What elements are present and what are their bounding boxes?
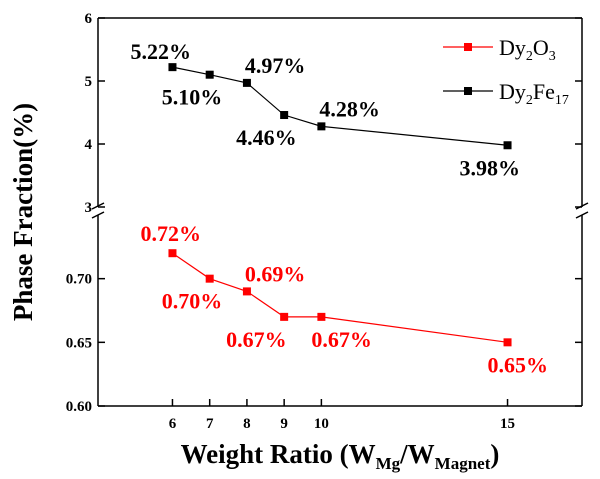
legend-label-part: O: [533, 35, 549, 60]
y-axis-label: Phase Fraction(%): [8, 103, 38, 321]
data-point-marker: [280, 312, 289, 321]
data-label: 5.22%: [130, 39, 191, 64]
y-tick-label-upper: 6: [85, 11, 93, 27]
data-point-marker: [168, 63, 177, 72]
legend-label: Dy2Fe17: [499, 79, 569, 108]
data-point-marker: [503, 141, 512, 150]
data-point-marker: [280, 111, 289, 120]
legend-label-part: Fe: [533, 79, 555, 104]
y-tick-label-upper: 3: [85, 200, 93, 216]
data-point-marker: [242, 78, 251, 87]
data-point-marker: [503, 338, 512, 347]
data-label: 0.65%: [488, 352, 549, 377]
data-label: 0.69%: [245, 261, 306, 286]
x-axis-label-part: Weight Ratio (W: [181, 439, 376, 469]
x-axis-label: Weight Ratio (WMg/WMagnet): [181, 439, 500, 473]
series-line-upper: [172, 66, 508, 146]
x-axis-label-part: Mg: [376, 454, 401, 473]
data-point-marker: [205, 70, 214, 79]
legend-label-part: Dy: [499, 35, 526, 60]
series-line-lower: [172, 252, 508, 343]
data-label: 4.46%: [236, 125, 297, 150]
data-label: 0.70%: [162, 289, 223, 314]
y-tick-label-lower: 0.70: [66, 272, 92, 288]
x-tick-label: 7: [206, 416, 214, 432]
y-tick-label-lower: 0.60: [66, 399, 92, 415]
legend-label-part: 2: [526, 49, 533, 64]
x-axis-label-part: ): [490, 439, 499, 469]
data-label: 4.97%: [245, 53, 306, 78]
right-break-mark-bottom: [575, 211, 589, 219]
data-point-marker: [317, 312, 326, 321]
y-tick-label-lower: 0.65: [66, 335, 92, 351]
x-tick-label: 6: [169, 416, 177, 432]
legend-label-part: 3: [549, 49, 556, 64]
data-point-marker: [317, 122, 326, 131]
y-tick-label-upper: 5: [85, 74, 93, 90]
x-tick-label: 9: [280, 416, 288, 432]
data-point-marker: [168, 249, 177, 258]
data-point-marker: [242, 287, 251, 296]
left-break-mark-bottom: [91, 211, 105, 219]
legend-label-part: Dy: [499, 79, 526, 104]
data-point-marker: [205, 274, 214, 283]
data-label: 4.28%: [319, 96, 380, 121]
y-tick-label-upper: 4: [85, 137, 93, 153]
data-label: 5.10%: [162, 85, 223, 110]
left-break-mark-top: [91, 202, 105, 210]
legend-marker: [464, 43, 472, 51]
data-label: 0.67%: [311, 327, 372, 352]
legend-marker: [464, 87, 472, 95]
right-break-mark-top: [575, 202, 589, 210]
data-label: 0.67%: [226, 327, 287, 352]
data-label: 0.72%: [140, 221, 201, 246]
legend-label: Dy2O3: [499, 35, 556, 64]
legend-label-part: 17: [555, 93, 569, 108]
x-axis-label-part: /W: [399, 439, 435, 469]
legend-label-part: 2: [526, 93, 533, 108]
x-axis-label-part: Magnet: [435, 454, 491, 473]
x-tick-label: 15: [500, 416, 515, 432]
x-tick-label: 10: [314, 416, 329, 432]
x-tick-label: 8: [243, 416, 251, 432]
data-label: 3.98%: [460, 155, 521, 180]
